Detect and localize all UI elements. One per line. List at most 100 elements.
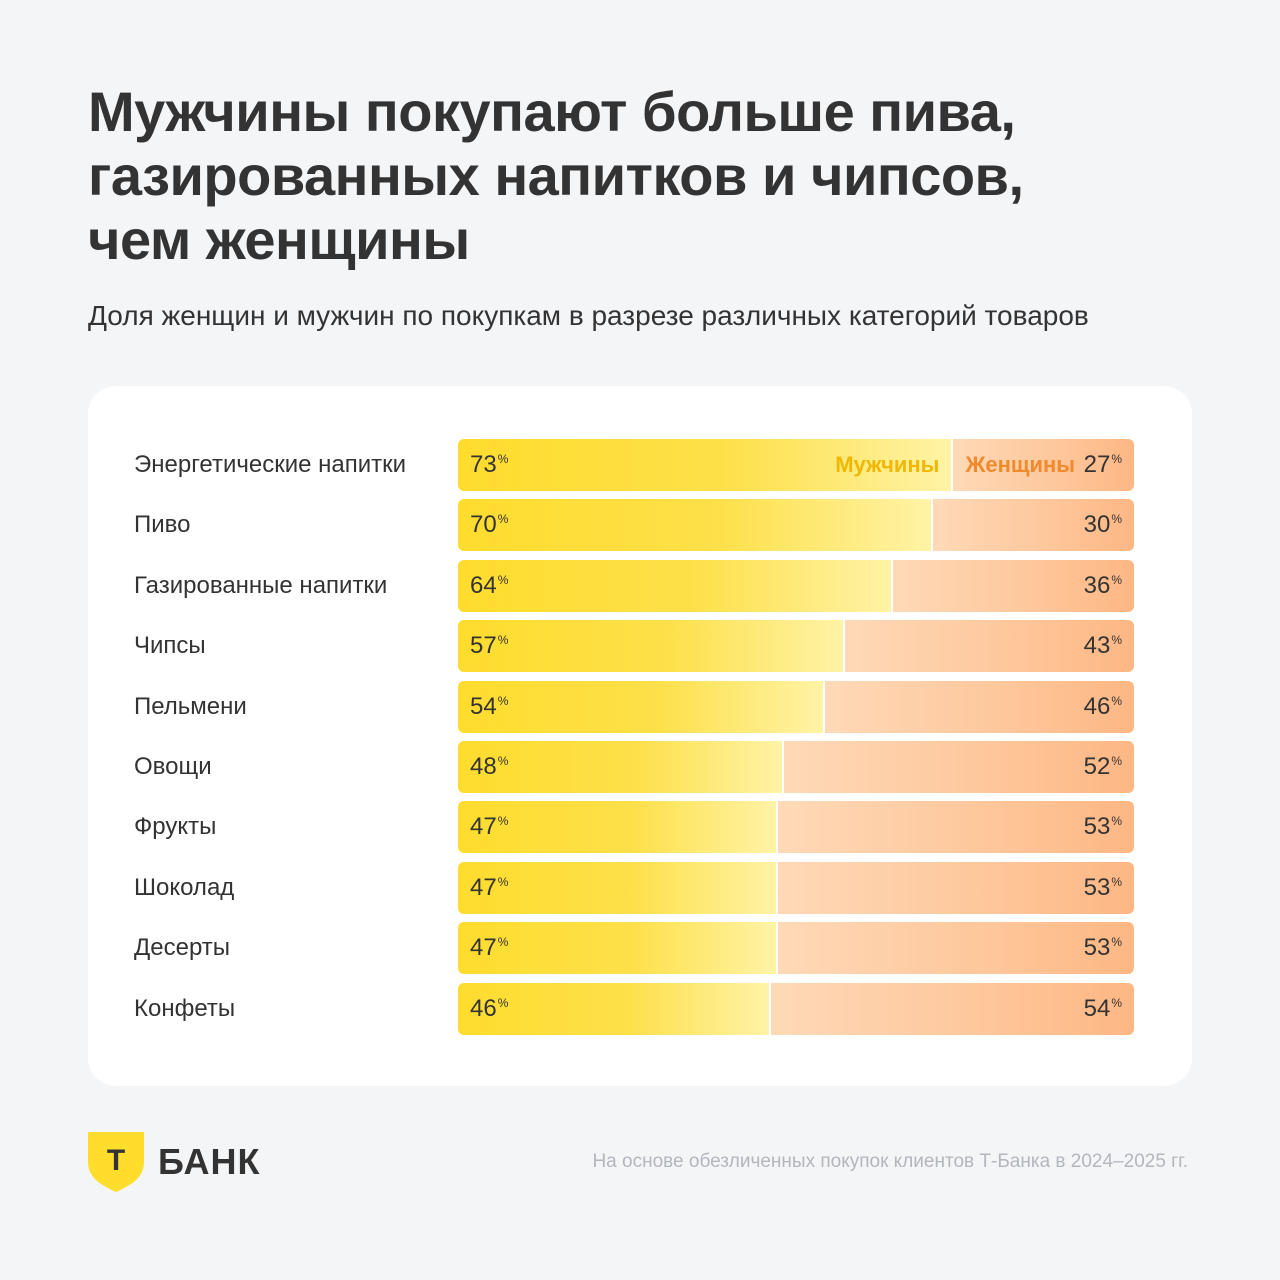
percent-sign: %	[1111, 452, 1122, 466]
title-line: Мужчины покупают больше пива,	[88, 80, 1016, 143]
value-label-women: 53%	[1084, 801, 1122, 853]
value-number: 27	[1083, 451, 1111, 478]
category-label: Энергетические напитки	[134, 451, 407, 478]
stacked-bar: 47% 53%	[458, 861, 1134, 914]
bar-row: Шоколад 47% 53%	[88, 861, 1192, 914]
title-line: газированных напитков и чипсов,	[88, 144, 1024, 207]
value-label-men: 47%	[470, 922, 508, 974]
bar-segment-women: 53%	[775, 801, 1134, 854]
percent-sign: %	[1111, 935, 1122, 950]
bar-segment-women: 30%	[931, 499, 1134, 552]
category-label: Конфеты	[134, 994, 236, 1022]
bar-row: Конфеты 46% 54%	[88, 982, 1192, 1035]
bar-row: Пиво 70% 30%	[88, 499, 1192, 552]
stacked-bar: 57% 43%	[458, 620, 1134, 673]
value-number: 70	[470, 511, 497, 539]
bank-logo: Т БАНК	[88, 1132, 328, 1192]
bar-segment-men: 48%	[458, 741, 783, 793]
category-label: Шоколад	[134, 873, 235, 901]
percent-sign: %	[1111, 995, 1122, 1010]
value-number: 64	[470, 571, 497, 599]
bar-segment-women: 27% Женщины	[951, 439, 1134, 491]
value-label-men: 47%	[470, 862, 508, 914]
value-number: 53	[1083, 873, 1111, 901]
value-label-men: 73%	[470, 439, 508, 491]
stacked-bar: 46% 54%	[458, 982, 1134, 1035]
stacked-bar: 54% 46%	[458, 680, 1134, 733]
stacked-bar: 70% 30%	[458, 499, 1134, 552]
legend-women: Женщины	[965, 452, 1076, 477]
bar-row: Овощи 48% 52%	[88, 741, 1192, 793]
value-label-women: 54%	[1084, 983, 1122, 1035]
percent-sign: %	[497, 512, 509, 527]
value-label-women: 53%	[1084, 862, 1122, 914]
value-label-men: 70%	[470, 499, 508, 551]
value-number: 48	[470, 753, 497, 780]
title-line: чем женщины	[88, 208, 470, 271]
value-label-men: 47%	[470, 801, 508, 853]
percent-sign: %	[497, 754, 509, 768]
bar-segment-women: 46%	[823, 680, 1134, 733]
value-label-women: 52%	[1084, 741, 1122, 793]
value-number: 47	[470, 813, 497, 841]
value-number: 54	[1083, 994, 1111, 1022]
shield-icon: Т	[88, 1132, 144, 1192]
stacked-bar: 47% 53%	[458, 922, 1134, 975]
stacked-bar: 64% 36%	[458, 559, 1134, 612]
bar-segment-men: 47%	[458, 922, 776, 975]
logo-letter: Т	[107, 1144, 125, 1177]
value-number: 36	[1083, 571, 1111, 599]
value-label-men: 57%	[470, 620, 508, 672]
value-number: 53	[1083, 934, 1111, 962]
category-label: Овощи	[134, 753, 212, 780]
value-number: 57	[470, 632, 497, 660]
percent-sign: %	[1111, 814, 1122, 829]
bar-segment-women: 54%	[768, 982, 1134, 1035]
bar-row: Газированные напитки 64% 36%	[88, 559, 1192, 612]
stacked-bar: 73% Мужчины 27% Женщины	[458, 439, 1134, 491]
value-label-women: 36%	[1084, 560, 1122, 612]
value-number: 30	[1083, 511, 1111, 539]
category-label: Пиво	[134, 511, 191, 539]
bar-segment-women: 36%	[890, 559, 1134, 612]
bar-segment-men: 57%	[458, 620, 844, 673]
value-label-women: 46%	[1084, 681, 1122, 733]
category-label: Газированные напитки	[134, 571, 388, 599]
percent-sign: %	[1111, 572, 1122, 587]
value-number: 52	[1083, 753, 1111, 780]
percent-sign: %	[497, 814, 509, 829]
value-number: 47	[470, 873, 497, 901]
stacked-bar: 48% 52%	[458, 741, 1134, 793]
bar-segment-men: 70%	[458, 499, 932, 552]
percent-sign: %	[1111, 874, 1122, 889]
value-label-men: 48%	[470, 741, 508, 793]
bar-row: Энергетические напитки 73% Мужчины 27% Женщи…	[88, 439, 1192, 491]
category-label: Чипсы	[134, 632, 206, 660]
page-title: Мужчины покупают больше пива, газированн…	[88, 80, 1188, 272]
bar-segment-men: 64%	[458, 559, 891, 612]
bar-segment-women: 53%	[775, 861, 1134, 914]
percent-sign: %	[1111, 754, 1122, 768]
chart-subtitle: Доля женщин и мужчин по покупкам в разре…	[88, 300, 1089, 331]
value-label-men: 54%	[470, 681, 508, 733]
value-label-women: 43%	[1084, 620, 1122, 672]
percent-sign: %	[497, 935, 509, 950]
bar-row: Десерты 47% 53%	[88, 922, 1192, 975]
percent-sign: %	[1111, 512, 1122, 527]
legend-men: Мужчины	[835, 452, 940, 477]
bar-segment-men: 47%	[458, 861, 776, 914]
bar-segment-women: 43%	[843, 620, 1134, 673]
bar-row: Фрукты 47% 53%	[88, 801, 1192, 854]
value-label-women: 27%	[1084, 439, 1122, 491]
bar-segment-men: 46%	[458, 982, 769, 1035]
percent-sign: %	[497, 633, 509, 648]
bar-segment-men: 73% Мужчины	[458, 439, 952, 491]
percent-sign: %	[497, 995, 509, 1010]
category-label: Пельмени	[134, 692, 247, 720]
value-label-women: 53%	[1084, 922, 1122, 974]
percent-sign: %	[497, 452, 509, 466]
value-number: 73	[470, 451, 497, 478]
footnote: На основе обезличенных покупок клиентов …	[592, 1151, 1188, 1172]
percent-sign: %	[1111, 693, 1122, 708]
stacked-bar: 47% 53%	[458, 801, 1134, 854]
